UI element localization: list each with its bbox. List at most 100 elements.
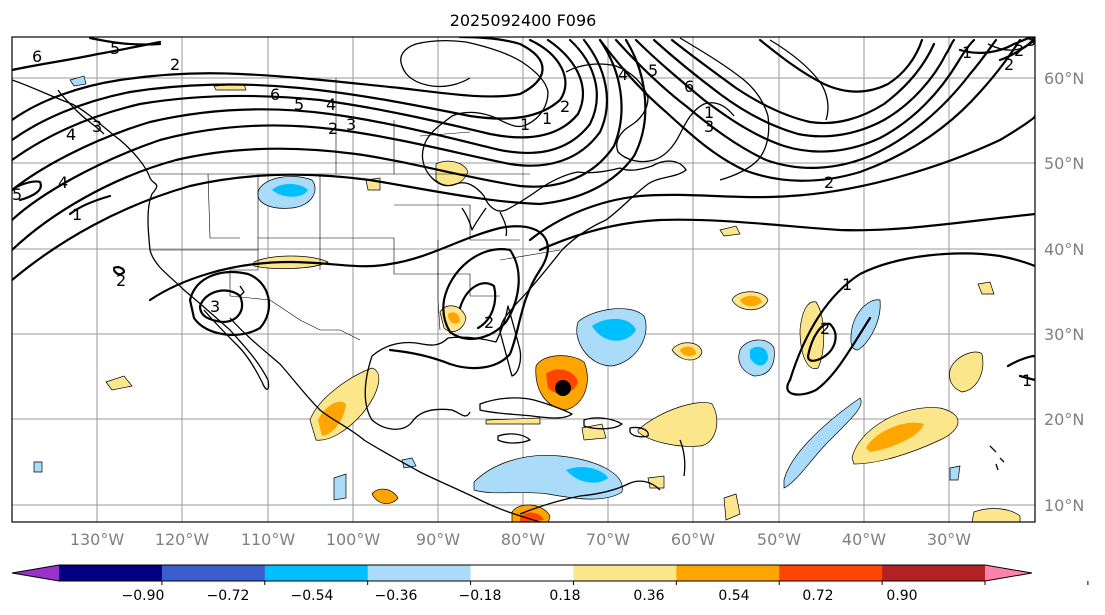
positive-anomaly xyxy=(105,375,133,391)
colorbar-swatch xyxy=(161,565,266,581)
negative-anomaly xyxy=(33,461,43,473)
lon-tick-label: 120°W xyxy=(155,530,210,549)
lon-tick-label: 100°W xyxy=(326,530,381,549)
positive-anomaly xyxy=(520,512,544,522)
positive-anomaly xyxy=(555,380,571,396)
contour-label: 1 xyxy=(1022,371,1032,390)
contour-labels: 6 5 6 5 4 3 2 3 4 5 4 1 2 3 2 2 1 2 3 6 xyxy=(12,31,1036,390)
contour-label: 1 xyxy=(72,205,82,224)
shaded-anomalies xyxy=(33,75,1021,522)
positive-anomaly xyxy=(448,312,460,324)
colorbar-tick-label: −0.54 xyxy=(291,588,334,604)
colorbar-swatch xyxy=(264,565,369,581)
colorbar-tick-label: 0.54 xyxy=(718,588,749,604)
colorbar-tick-label: 0.36 xyxy=(633,588,664,604)
positive-anomaly xyxy=(866,422,924,452)
negative-anomaly xyxy=(69,75,87,87)
colorbar-swatch xyxy=(779,565,883,581)
lon-tick-label: 70°W xyxy=(586,530,630,549)
contour-label: 6 xyxy=(270,85,280,104)
negative-anomaly xyxy=(473,454,623,500)
lon-tick-label: 50°W xyxy=(757,530,801,549)
colorbar-extension-low xyxy=(12,565,59,581)
contour-label: 2 xyxy=(1004,55,1014,74)
contour-label: 5 xyxy=(294,95,304,114)
contour-label: 3 xyxy=(704,117,714,136)
contour-label: 1 xyxy=(704,103,714,122)
contour-lines xyxy=(12,37,1035,396)
contour-label: 5 xyxy=(12,185,22,204)
contour-label: 3 xyxy=(1026,31,1036,50)
contour-label: 4 xyxy=(618,65,628,84)
longitude-labels: 130°W 120°W 110°W 100°W 90°W 80°W 70°W 6… xyxy=(70,530,971,549)
positive-anomaly xyxy=(977,281,995,295)
colorbar-swatch xyxy=(882,565,986,581)
negative-anomaly xyxy=(272,184,308,197)
negative-anomaly xyxy=(783,397,862,489)
latitude-labels: 60°N 50°N 40°N 30°N 20°N 10°N xyxy=(1044,69,1084,515)
contour-label: 6 xyxy=(32,47,42,66)
colorbar-swatch xyxy=(367,565,472,581)
contour-label: 1 xyxy=(542,109,552,128)
lon-tick-label: 30°W xyxy=(927,530,971,549)
colorbar-swatch xyxy=(470,565,574,581)
colorbar-tick-label: −0.90 xyxy=(122,588,165,604)
positive-anomaly xyxy=(680,346,696,357)
map-panel: 6 5 6 5 4 3 2 3 4 5 4 1 2 3 2 2 1 2 3 6 xyxy=(11,31,1036,523)
contour-label: 3 xyxy=(346,115,356,134)
lat-tick-label: 10°N xyxy=(1044,496,1084,515)
contour-label: 1 xyxy=(962,43,972,62)
colorbar-tick-label: −0.18 xyxy=(459,588,502,604)
colorbar-swatch xyxy=(573,565,677,581)
contour-label: 4 xyxy=(58,173,68,192)
contour-label: 5 xyxy=(648,61,658,80)
colorbar-outline xyxy=(11,564,1033,582)
contour-label: 3 xyxy=(210,297,220,316)
colorbar-tick-label: 0.90 xyxy=(886,588,917,604)
contour-label: 1 xyxy=(842,275,852,294)
contour-label: 2 xyxy=(560,97,570,116)
lat-tick-label: 20°N xyxy=(1044,410,1084,429)
contour-label: 4 xyxy=(66,125,76,144)
positive-anomaly xyxy=(371,488,399,504)
positive-anomaly xyxy=(647,475,665,489)
negative-anomaly xyxy=(750,346,768,366)
lon-tick-label: 40°W xyxy=(842,530,886,549)
colorbar-tick-label: −0.36 xyxy=(375,588,418,604)
positive-anomaly xyxy=(949,351,984,393)
colorbar: −0.90 −0.72 −0.54 −0.36 −0.18 0.18 0.36 … xyxy=(11,564,1089,604)
colorbar-tick-label: 0.18 xyxy=(549,588,580,604)
contour-label: 2 xyxy=(328,119,338,138)
contour-label: 2 xyxy=(1014,41,1024,60)
colorbar-swatch xyxy=(676,565,780,581)
negative-anomaly xyxy=(401,457,417,469)
map-frame xyxy=(11,36,1036,523)
lon-tick-label: 60°W xyxy=(671,530,715,549)
contour-label: 1 xyxy=(520,115,530,134)
negative-anomaly xyxy=(333,473,347,501)
colorbar-tick-label: −0.72 xyxy=(207,588,250,604)
contour-label: 2 xyxy=(484,313,494,332)
negative-anomaly xyxy=(592,318,636,341)
lon-tick-label: 90°W xyxy=(416,530,460,549)
lat-tick-label: 50°N xyxy=(1044,154,1084,173)
lon-tick-label: 110°W xyxy=(241,530,296,549)
colorbar-extension-high xyxy=(985,565,1032,581)
contour-label: 6 xyxy=(684,77,694,96)
positive-anomaly xyxy=(971,508,1021,522)
positive-anomaly xyxy=(740,295,762,307)
lat-tick-label: 30°N xyxy=(1044,325,1084,344)
contour-label: 2 xyxy=(824,173,834,192)
graticule xyxy=(12,37,1035,522)
lat-tick-label: 40°N xyxy=(1044,240,1084,259)
positive-anomaly xyxy=(719,225,741,237)
contour-label: 5 xyxy=(110,39,120,58)
figure-title: 2025092400 F096 xyxy=(450,11,597,30)
contour-label: 2 xyxy=(116,271,126,290)
positive-anomaly xyxy=(581,423,607,441)
positive-anomaly xyxy=(485,417,541,425)
negative-anomaly xyxy=(949,465,961,481)
contour-label: 2 xyxy=(820,319,830,338)
lat-tick-label: 60°N xyxy=(1044,69,1084,88)
